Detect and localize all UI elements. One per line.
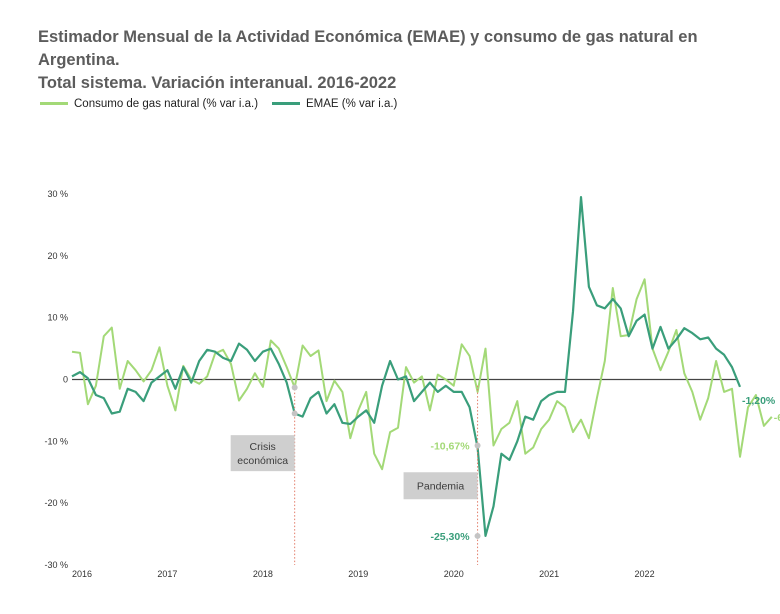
x-tick-label: 2020 [444,569,464,579]
event-label: económica [237,455,288,467]
end-label-emae: -1,20% [742,395,776,407]
event-label: Crisis [250,441,276,453]
legend-swatch-gas [40,102,68,106]
legend-item-emae: EMAE (% var i.a.) [272,98,397,110]
chart-title-line1: Estimador Mensual de la Actividad Económ… [38,28,698,69]
y-tick-label: -30 % [44,560,68,570]
event-box [230,435,295,472]
legend-label-gas: Consumo de gas natural (% var i.a.) [74,98,259,110]
event-marker [291,384,298,391]
legend-item-gas: Consumo de gas natural (% var i.a.) [40,98,258,110]
y-tick-label: 20 % [47,251,68,261]
x-tick-label: 2018 [253,569,273,579]
x-tick-label: 2019 [348,569,368,579]
event-label: Pandemia [417,480,464,492]
y-tick-label: 10 % [47,313,68,323]
y-tick-label: 30 % [47,189,68,199]
y-tick-label: 0 [63,375,68,385]
x-tick-label: 2016 [72,569,92,579]
point-marker [474,442,481,449]
event-box [403,472,478,500]
chart-title-line2: Total sistema. Variación interanual. 201… [38,74,397,92]
series-line-gas [71,278,773,471]
x-tick-label: 2017 [157,569,177,579]
x-tick-label: 2021 [539,569,559,579]
legend-label-emae: EMAE (% var i.a.) [306,98,398,110]
point-label: -25,30% [430,531,470,543]
series-line-emae [71,196,742,538]
point-label: -10,67% [430,440,470,452]
event-marker [291,410,298,417]
x-tick-label: 2022 [635,569,655,579]
end-label-gas: -6,03% [774,412,780,424]
y-tick-label: -20 % [44,498,68,508]
legend-swatch-emae [272,102,300,106]
point-marker [474,532,481,539]
y-tick-label: -10 % [44,436,68,446]
chart-title: Estimador Mensual de la Actividad Económ… [38,26,758,95]
